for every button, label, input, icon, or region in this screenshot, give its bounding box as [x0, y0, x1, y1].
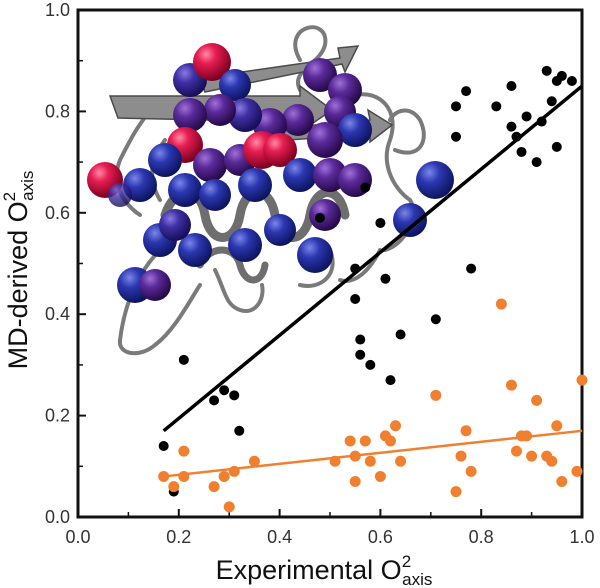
data-points: [158, 65, 588, 513]
data-point-series-1: [506, 81, 517, 92]
data-point-series-1: [209, 395, 220, 406]
x-tick-label: 0.4: [267, 527, 292, 547]
y-tick-label: 0.8: [45, 101, 70, 121]
data-point-series-2: [455, 450, 467, 462]
data-point-series-2: [158, 470, 170, 482]
data-point-series-2: [390, 420, 402, 432]
fit-lines: [162, 84, 584, 478]
plot-axes: [76, 8, 584, 519]
data-point-series-1: [511, 131, 522, 142]
x-tick-label: 1.0: [569, 527, 594, 547]
data-point-series-1: [375, 217, 386, 228]
y-axis-title: MD-derived O2axis: [0, 171, 37, 370]
data-point-series-2: [349, 450, 361, 462]
data-point-series-2: [576, 374, 588, 386]
y-tick-label: 0.4: [45, 304, 70, 324]
data-point-series-1: [566, 75, 577, 86]
data-point-series-2: [223, 501, 235, 513]
data-point-series-2: [395, 455, 407, 467]
data-point-series-2: [218, 470, 230, 482]
data-point-series-2: [546, 455, 558, 467]
data-point-series-2: [526, 450, 538, 462]
data-point-series-1: [506, 121, 517, 132]
data-point-series-2: [329, 455, 341, 467]
data-point-series-2: [495, 298, 507, 310]
data-point-series-1: [395, 329, 406, 340]
data-point-series-1: [355, 349, 366, 360]
data-point-series-2: [556, 476, 568, 488]
data-point-series-1: [350, 263, 361, 274]
y-tick-label: 0.6: [45, 203, 70, 223]
data-point-series-2: [374, 470, 386, 482]
data-point-series-2: [168, 481, 180, 493]
data-point-series-2: [349, 476, 361, 488]
data-point-series-2: [344, 435, 356, 447]
data-point-series-1: [178, 354, 189, 365]
x-tick-label: 0.6: [368, 527, 393, 547]
data-point-series-1: [516, 146, 527, 157]
y-tick-label: 1.0: [45, 0, 70, 20]
data-point-series-2: [359, 435, 371, 447]
data-point-series-2: [571, 465, 583, 477]
data-point-series-1: [229, 390, 240, 401]
data-point-series-1: [314, 212, 325, 223]
data-point-series-1: [541, 65, 552, 76]
data-point-series-1: [556, 70, 567, 81]
data-point-series-2: [178, 445, 190, 457]
data-point-series-1: [430, 314, 441, 325]
data-point-series-1: [451, 131, 461, 142]
data-point-series-1: [365, 359, 376, 370]
data-point-series-1: [536, 116, 547, 127]
protein-structure-inset: [87, 25, 454, 356]
data-point-series-2: [510, 445, 522, 457]
y-tick-label: 0.2: [45, 406, 70, 426]
data-point-series-2: [551, 420, 563, 432]
data-point-series-1: [158, 441, 169, 452]
x-axis-title: Experimental O2 axis: [216, 552, 433, 588]
data-point-series-1: [350, 293, 361, 304]
data-point-series-2: [450, 486, 462, 498]
data-point-series-2: [460, 425, 472, 437]
x-tick-label: 0.2: [166, 527, 191, 547]
x-tick-label: 0.0: [65, 527, 90, 547]
data-point-series-1: [380, 273, 391, 284]
data-point-series-1: [551, 141, 562, 152]
data-point-series-2: [228, 465, 240, 477]
data-point-series-1: [451, 101, 461, 112]
protein-spheres: [87, 43, 454, 303]
data-point-series-1: [360, 182, 371, 193]
data-point-series-2: [465, 465, 477, 477]
data-point-series-2: [531, 394, 543, 406]
data-point-series-1: [546, 96, 557, 107]
fit-line-1: [162, 84, 584, 433]
data-point-series-1: [219, 385, 230, 396]
data-point-series-2: [430, 389, 442, 401]
data-point-series-1: [355, 334, 366, 345]
data-point-series-1: [385, 375, 396, 386]
data-point-series-2: [248, 455, 260, 467]
data-point-series-1: [461, 86, 472, 97]
data-point-series-1: [531, 157, 542, 168]
data-point-series-2: [505, 379, 517, 391]
data-point-series-1: [491, 101, 502, 112]
data-point-series-1: [234, 425, 245, 436]
data-point-series-2: [208, 481, 220, 493]
data-point-series-1: [466, 263, 477, 274]
data-point-series-2: [364, 455, 376, 467]
data-point-series-2: [178, 470, 190, 482]
data-point-series-2: [384, 435, 396, 447]
data-point-series-2: [521, 430, 533, 442]
x-tick-label: 0.8: [469, 527, 494, 547]
y-tick-label: 0.0: [45, 507, 70, 527]
data-point-series-1: [521, 111, 532, 122]
